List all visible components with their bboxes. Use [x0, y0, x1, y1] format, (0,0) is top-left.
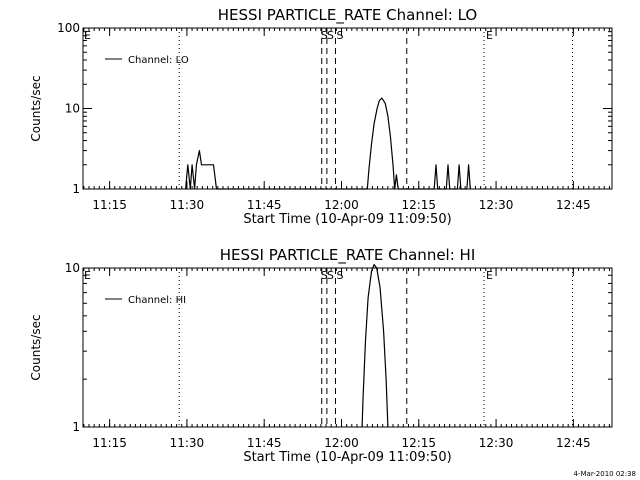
marker-label: S	[321, 29, 328, 42]
marker-label: S	[336, 29, 343, 42]
plot-frame	[82, 27, 613, 190]
y-tick-label: 10	[65, 102, 80, 116]
marker-label: S	[327, 269, 334, 282]
y-axis-label: Counts/sec	[29, 314, 43, 380]
marker-label: S	[327, 29, 334, 42]
y-tick-label: 1	[72, 420, 80, 434]
plot-frame	[82, 267, 613, 428]
x-tick-label: 11:45	[247, 198, 282, 212]
x-tick-label: 12:45	[556, 436, 591, 450]
x-tick-label: 12:45	[556, 198, 591, 212]
marker-label: E	[486, 269, 493, 282]
x-tick-label: 11:15	[92, 436, 127, 450]
data-series-line	[361, 264, 389, 428]
marker-label: E	[486, 29, 493, 42]
x-axis-label: Start Time (10-Apr-09 11:09:50)	[243, 450, 451, 465]
x-tick-label: 12:30	[479, 198, 514, 212]
x-tick-label: 11:15	[92, 198, 127, 212]
marker-label: S	[336, 269, 343, 282]
footer-timestamp: 4-Mar-2010 02:38	[574, 470, 636, 478]
x-tick-label: 12:00	[324, 436, 359, 450]
x-tick-label: 11:30	[170, 198, 205, 212]
y-tick-label: 100	[57, 21, 80, 35]
x-tick-label: 12:00	[324, 198, 359, 212]
marker-label: E	[84, 269, 91, 282]
x-tick-label: 12:15	[401, 436, 436, 450]
chart-panel-2: HESSI PARTICLE_RATE Channel: HI 1 10 11:15 1…	[29, 246, 613, 465]
x-tick-label: 12:15	[401, 198, 436, 212]
chart-panel-1: HESSI PARTICLE_RATE Channel: LO 1 10 100 11:…	[29, 6, 613, 227]
x-tick-label: 11:30	[170, 436, 205, 450]
marker-label: S	[321, 269, 328, 282]
marker-label: E	[84, 29, 91, 42]
y-tick-label: 10	[65, 261, 80, 275]
y-axis-label: Counts/sec	[29, 75, 43, 141]
y-tick-label: 1	[72, 182, 80, 196]
legend-label: Channel: LO	[128, 55, 189, 66]
x-tick-label: 11:45	[247, 436, 282, 450]
data-series-line	[185, 97, 471, 190]
x-tick-label: 12:30	[479, 436, 514, 450]
chart-title: HESSI PARTICLE_RATE Channel: HI	[220, 246, 476, 265]
chart-title: HESSI PARTICLE_RATE Channel: LO	[218, 6, 477, 25]
legend-label: Channel: HI	[128, 295, 186, 306]
x-axis-label: Start Time (10-Apr-09 11:09:50)	[243, 212, 451, 227]
